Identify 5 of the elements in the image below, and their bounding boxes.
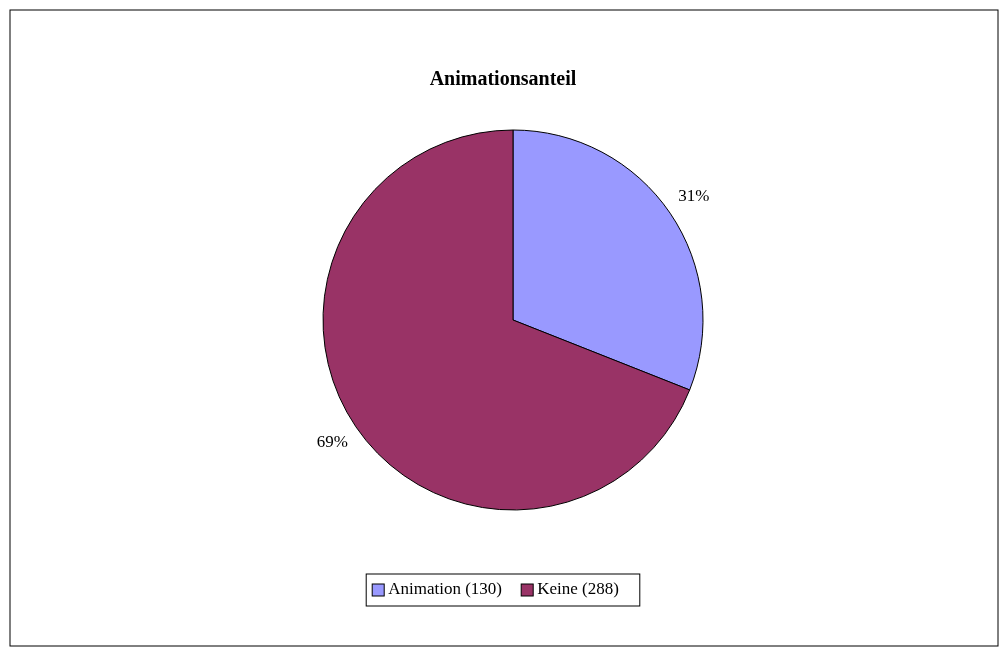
data-label: 69% (316, 431, 348, 451)
legend-label: Keine (288) (537, 578, 619, 598)
data-label: 31% (678, 186, 710, 206)
chart-title: Animationsanteil (429, 67, 577, 89)
legend-label: Animation (130) (388, 578, 502, 598)
